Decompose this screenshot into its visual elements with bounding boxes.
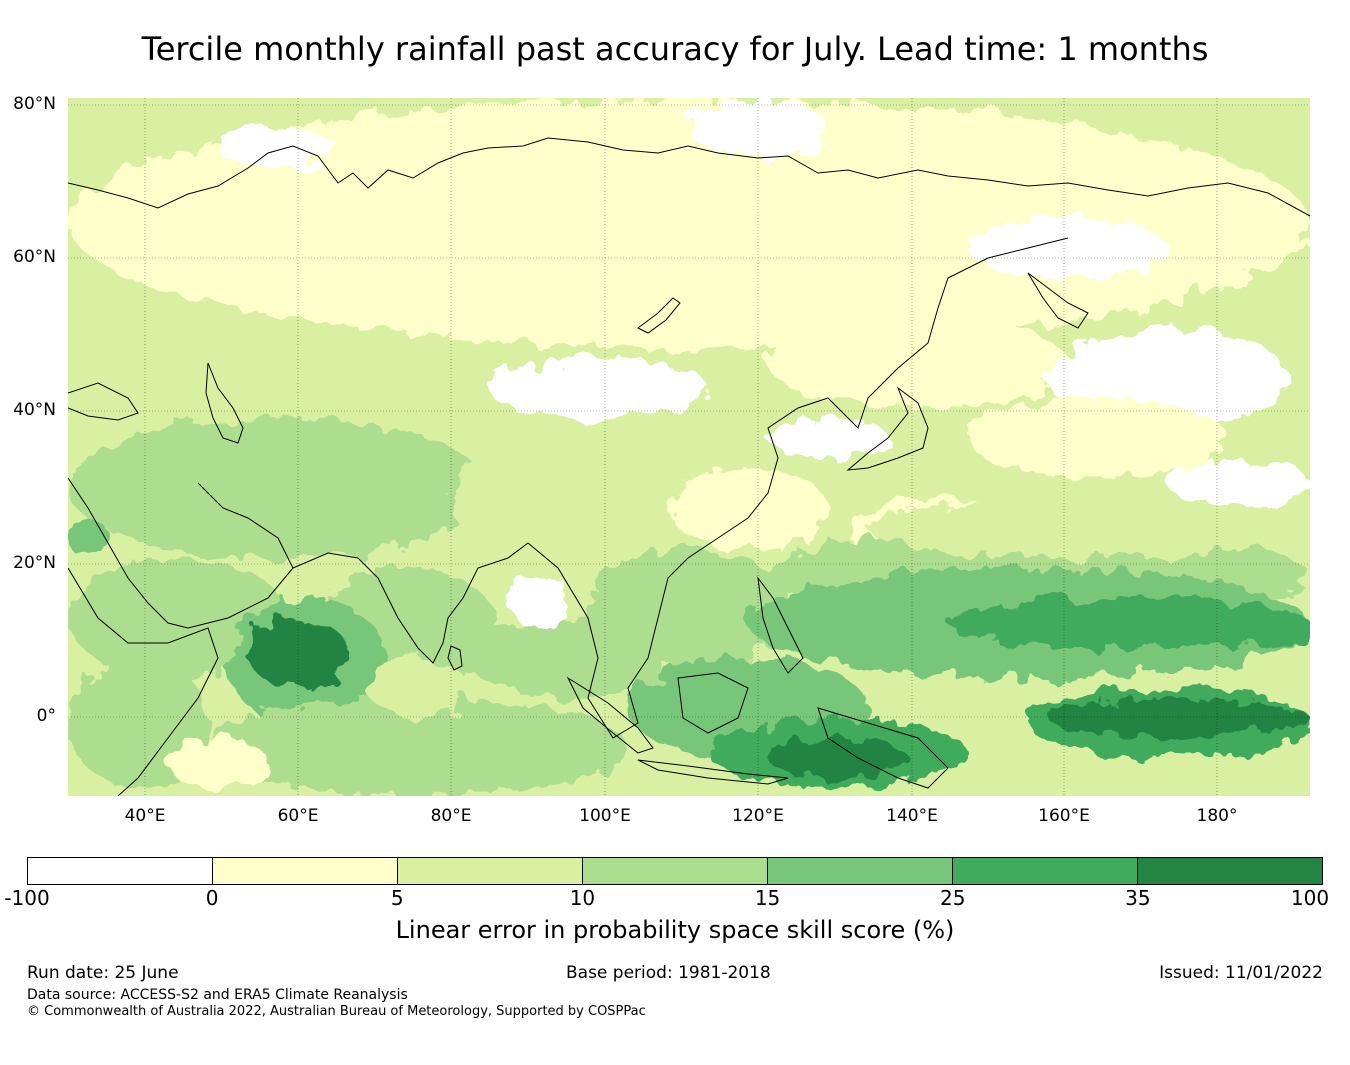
lon-label: 80°E (430, 806, 472, 826)
skill-region (1018, 608, 1310, 648)
india-coastline (292, 542, 529, 664)
skill-region (868, 498, 1308, 558)
caspian-coastline (205, 362, 244, 444)
skill-region (168, 738, 268, 788)
base-period: Base period: 1981-2018 (566, 963, 771, 983)
skill-region (668, 468, 828, 548)
borneo-coastline (677, 672, 749, 734)
skill-region (768, 318, 1068, 408)
skill-region (208, 698, 628, 796)
arctic-coastline (68, 137, 1310, 217)
skill-region (248, 458, 408, 538)
lon-label: 120°E (732, 806, 784, 826)
colorbar (27, 857, 1323, 885)
lat-label: 80°N (13, 94, 56, 114)
lat-label: 60°N (13, 247, 56, 267)
lat-label: 0° (36, 706, 56, 726)
coastlines (68, 137, 1310, 796)
copyright: © Commonwealth of Australia 2022, Austra… (27, 1004, 646, 1019)
skill-region (508, 588, 548, 618)
colorbar-segment (583, 858, 768, 884)
skill-region (1168, 458, 1308, 508)
skill-region (968, 218, 1168, 278)
skill-region (68, 518, 108, 558)
colorbar-segment (213, 858, 398, 884)
new-guinea-coastline (817, 707, 949, 789)
colorbar-tick-label: -100 (4, 886, 50, 910)
graticule (68, 98, 1310, 796)
colorbar-tick-label: 0 (205, 886, 219, 910)
colorbar-segment (768, 858, 953, 884)
lon-label: 180° (1196, 806, 1238, 826)
skill-region (68, 98, 1310, 348)
colorbar-tick-label: 10 (569, 886, 596, 910)
se-asia-coastline (527, 237, 1069, 739)
java-coastline (637, 759, 789, 785)
sumatra-coastline (566, 676, 654, 754)
map-canvas (68, 98, 1310, 796)
issued-date: Issued: 11/01/2022 (1159, 963, 1323, 983)
colorbar-tick-label: 25 (939, 886, 966, 910)
lon-label: 60°E (277, 806, 319, 826)
colorbar-segment (953, 858, 1138, 884)
black-sea-coastline (68, 382, 139, 421)
skill-region (768, 738, 908, 778)
japan-coastline (846, 386, 929, 471)
skill-region (368, 658, 468, 718)
philippines-coastline (757, 576, 804, 674)
kamchatka-coastline (1027, 272, 1089, 329)
skill-region (218, 128, 338, 168)
chart-title: Tercile monthly rainfall past accuracy f… (141, 30, 1209, 68)
africa-coastline (68, 567, 219, 796)
lat-label: 20°N (13, 553, 56, 573)
lon-label: 40°E (124, 806, 166, 826)
colorbar-tick-label: 35 (1125, 886, 1151, 910)
skill-region (488, 358, 708, 418)
sri-lanka (447, 645, 463, 671)
skill-region (968, 398, 1228, 478)
lon-label: 160°E (1038, 806, 1090, 826)
colorbar-tick-label: 100 (1290, 886, 1330, 910)
colorbar-tick-label: 5 (390, 886, 404, 910)
arabia-coastline (68, 477, 294, 629)
data-source: Data source: ACCESS-S2 and ERA5 Climate … (27, 987, 408, 1003)
skill-region (1118, 758, 1268, 796)
lat-label: 40°N (13, 400, 56, 420)
colorbar-segment (1138, 858, 1322, 884)
colorbar-segment (28, 858, 213, 884)
lon-label: 140°E (886, 806, 938, 826)
skill-region (488, 518, 608, 578)
skill-field (68, 98, 1310, 796)
skill-region (368, 158, 568, 238)
skill-map (68, 98, 1310, 796)
lake-baikal (637, 297, 681, 334)
skill-region (1048, 698, 1310, 738)
run-date: Run date: 25 June (27, 963, 179, 983)
skill-region (468, 618, 668, 698)
colorbar-tick-label: 15 (754, 886, 781, 910)
colorbar-segment (398, 858, 583, 884)
lon-label: 100°E (579, 806, 631, 826)
colorbar-label: Linear error in probability space skill … (395, 916, 955, 944)
